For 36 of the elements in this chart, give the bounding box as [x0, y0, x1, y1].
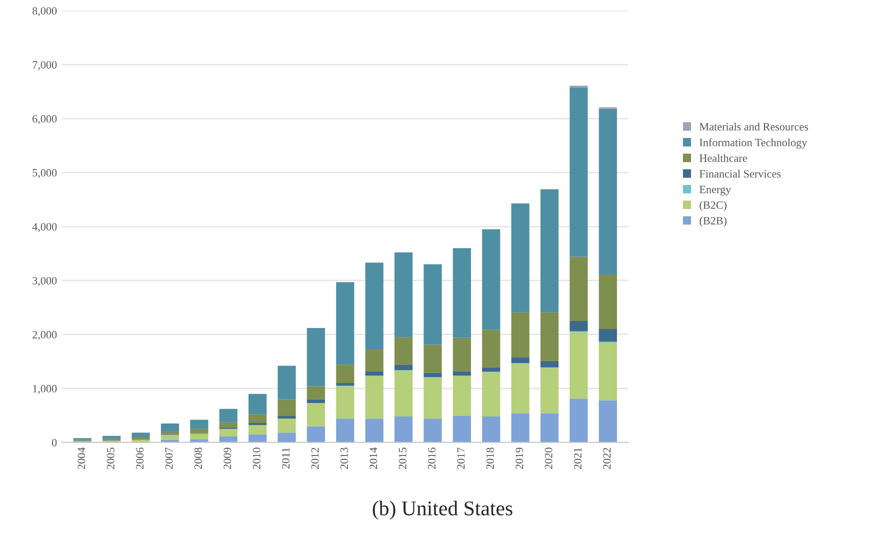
x-tick-label: 2017	[457, 448, 465, 469]
text: (b) United States	[372, 500, 512, 520]
x-tick-label: 2019	[516, 448, 524, 469]
x-tick-label: 2020	[544, 448, 552, 469]
x-tick-label: 2014	[370, 447, 378, 469]
y-tick-label: 2,000	[32, 330, 57, 340]
legend-label: (B2C)	[700, 201, 727, 212]
x-tick-label: 2007	[165, 448, 173, 469]
x-tick-label: 2022	[603, 448, 611, 469]
y-tick-label: 5,000	[32, 169, 57, 178]
x-tick-label: 2018	[486, 448, 494, 469]
x-tick-label: 2005	[106, 448, 114, 469]
x-tick-label: 2016	[428, 448, 436, 469]
y-tick-label: 3,000	[32, 276, 57, 286]
y-tick-label: 4,000	[32, 222, 57, 232]
x-tick-label: 2012	[311, 448, 319, 469]
x-tick-label: 2008	[194, 448, 202, 469]
x-tick-label: 2009	[224, 448, 232, 469]
x-tick-label: 2010	[252, 448, 260, 469]
legend-label: Information Technology	[700, 138, 808, 149]
y-tick-label: 0	[52, 438, 57, 446]
x-tick-label: 2006	[136, 448, 144, 469]
y-tick-label: 1,000	[33, 384, 57, 394]
legend-label: (B2B)	[700, 216, 727, 227]
x-tick-label: 2013	[340, 448, 348, 469]
y-tick-label: 8,000	[32, 7, 57, 16]
x-tick-label: 2021	[574, 448, 582, 469]
legend-label: Healthcare	[700, 154, 747, 162]
x-tick-label: 2011	[282, 448, 290, 469]
x-tick-label: 2004	[78, 447, 86, 469]
y-tick-label: 6,000	[32, 115, 57, 124]
legend-label: Materials and Resources	[700, 122, 808, 131]
y-tick-label: 7,000	[32, 61, 57, 70]
legend-label: Energy	[700, 186, 732, 196]
x-tick-label: 2015	[398, 448, 406, 469]
legend-label: Financial Services	[700, 170, 781, 178]
